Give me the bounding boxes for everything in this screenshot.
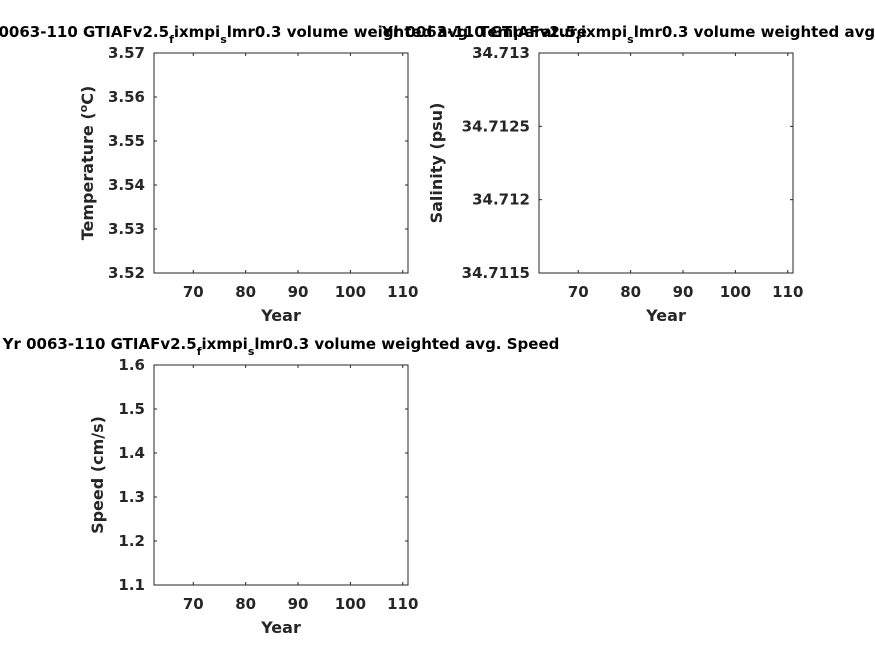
x-axis-label: Year xyxy=(645,306,686,325)
axes-frame xyxy=(153,52,409,274)
y-tick-label: 1.6 xyxy=(118,356,145,374)
x-tick-label: 90 xyxy=(288,595,309,613)
chart-salinity: 70 80 90 100 110 34.7115 34.712 34.7125 34.713 Ye… xyxy=(381,23,875,325)
x-axis-label: Year xyxy=(260,306,301,325)
y-tick-label: 3.54 xyxy=(108,176,145,194)
chart-title: Yr 0063-110 GTIAFv2.5fixmpislmr0.3 volum… xyxy=(2,335,560,358)
x-tick-label: 100 xyxy=(720,283,751,301)
y-tick-label: 1.4 xyxy=(118,444,145,462)
chart-title: Yr 0063-110 GTIAFv2.5fixmpislmr0.3 volum… xyxy=(381,23,875,46)
y-tick-label: 34.712 xyxy=(472,191,530,209)
chart-speed: 70 80 90 100 110 1.1 1.2 1.3 1.4 1.5 1.6 Year Speed … xyxy=(2,335,560,637)
y-tick-label: 34.713 xyxy=(472,44,530,62)
y-tick-label: 3.56 xyxy=(108,88,145,106)
y-tick-label: 3.55 xyxy=(108,132,145,150)
x-tick-label: 80 xyxy=(235,595,256,613)
x-axis-label: Year xyxy=(260,618,301,637)
x-tick-label: 110 xyxy=(772,283,803,301)
chart-title: Yr 0063-110 GTIAFv2.5fixmpislmr0.3 volum… xyxy=(0,23,587,46)
y-tick-label: 1.2 xyxy=(118,532,145,550)
x-tick-label: 90 xyxy=(288,283,309,301)
axes-frame xyxy=(153,364,409,586)
x-tick-label: 80 xyxy=(235,283,256,301)
x-tick-label: 110 xyxy=(387,595,418,613)
y-tick-label: 1.3 xyxy=(118,488,145,506)
axes-frame xyxy=(538,52,794,274)
y-tick-label: 1.1 xyxy=(118,576,145,594)
y-tick-label: 3.57 xyxy=(108,44,145,62)
x-tick-label: 70 xyxy=(183,283,204,301)
y-tick-label: 1.5 xyxy=(118,400,145,418)
x-tick-label: 100 xyxy=(335,283,366,301)
x-tick-label: 90 xyxy=(673,283,694,301)
y-tick-label: 3.53 xyxy=(108,220,145,238)
x-tick-label: 70 xyxy=(183,595,204,613)
y-axis-label: Temperature (oC) xyxy=(77,86,97,241)
x-tick-label: 70 xyxy=(568,283,589,301)
chart-temperature: 70 80 90 100 110 3.52 3.53 3.54 3.55 3.56 3.57 Year… xyxy=(0,23,587,325)
x-tick-label: 80 xyxy=(620,283,641,301)
x-tick-label: 110 xyxy=(387,283,418,301)
y-tick-label: 3.52 xyxy=(108,264,145,282)
y-axis-label: Salinity (psu) xyxy=(427,103,446,224)
x-tick-label: 100 xyxy=(335,595,366,613)
y-axis-label: Speed (cm/s) xyxy=(88,416,107,534)
y-tick-label: 34.7115 xyxy=(462,264,530,282)
y-tick-label: 34.7125 xyxy=(462,117,530,135)
